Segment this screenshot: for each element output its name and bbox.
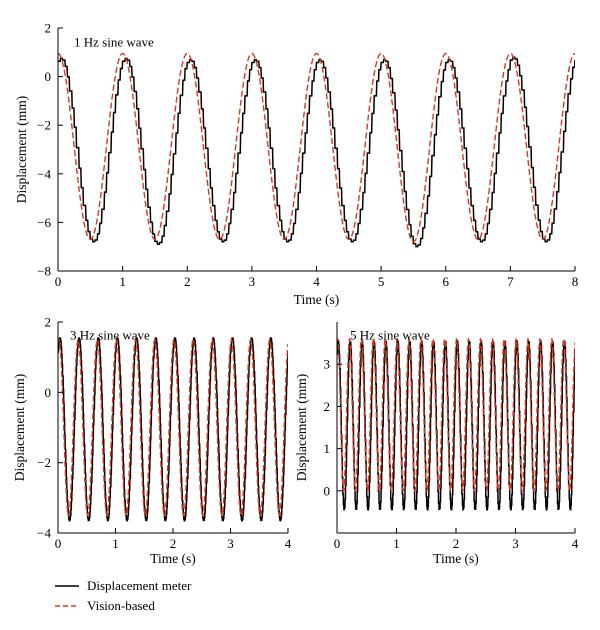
y-axis-label: Displacement (mm) [12,374,27,482]
y-tick-label: 2 [45,315,52,330]
series-line-displacement-meter [337,340,575,511]
chart-panel-1: 0 1 2 3 4 5 6 7 8 2 0 −2 −4 −6 −8 1 Hz sine wave Time (s… [14,21,578,308]
panel-title: 5 Hz sine wave [350,328,430,343]
legend-label: Vision-based [87,598,155,613]
y-tick-label: 0 [45,385,52,400]
y-axis-label: Displacement (mm) [294,374,309,482]
y-tick-label: 0 [45,69,52,84]
y-tick-label: 3 [324,357,331,372]
y-tick-label: 1 [324,441,331,456]
y-tick-label: −2 [37,118,51,133]
x-tick-label: 3 [512,536,519,551]
y-tick-label: 0 [324,483,331,498]
x-tick-label: 4 [313,274,320,289]
legend-swatch-solid [55,585,79,587]
x-tick-label: 7 [507,274,514,289]
x-tick-label: 6 [443,274,450,289]
series-line-vision-based [58,338,288,517]
panel-title: 3 Hz sine wave [70,328,150,343]
x-axis-label: Time (s) [294,292,340,307]
y-tick-label: −8 [37,264,51,279]
series-line-vision-based [337,337,575,492]
x-tick-label: 1 [112,536,119,551]
panel-title: 1 Hz sine wave [74,35,154,50]
y-axis-label: Displacement (mm) [14,96,29,204]
legend-swatch-dashed [55,605,79,607]
x-axis-label: Time (s) [433,551,479,566]
x-tick-label: 4 [285,536,292,551]
y-tick-label: −4 [37,166,51,181]
y-tick-label: −6 [37,215,51,230]
y-tick-label: −4 [37,526,51,541]
x-tick-label: 8 [572,274,579,289]
x-tick-label: 0 [334,536,341,551]
x-tick-label: 3 [249,274,256,289]
y-tick-label: 2 [324,399,331,414]
x-tick-label: 0 [55,536,62,551]
x-tick-label: 1 [393,536,400,551]
chart-panel-3: 0 1 2 3 4 3 2 1 0 5 Hz sine wave Time (s) Displacem… [294,322,579,566]
legend-item-vision-based: Vision-based [55,596,191,616]
series-line-displacement-meter [58,56,575,248]
x-tick-label: 4 [572,536,579,551]
x-axis-label: Time (s) [150,551,196,566]
series-line-vision-based [58,52,575,243]
x-tick-label: 0 [55,274,62,289]
x-tick-label: 2 [184,274,191,289]
x-tick-label: 3 [227,536,234,551]
x-tick-label: 5 [378,274,385,289]
x-tick-label: 1 [119,274,126,289]
y-tick-label: −2 [37,455,51,470]
legend-label: Displacement meter [87,578,192,593]
x-tick-label: 2 [453,536,460,551]
x-tick-label: 2 [170,536,177,551]
chart-panel-2: 0 1 2 3 4 2 0 −2 −4 3 Hz sine wave Time (s) Displac… [12,315,292,567]
y-tick-label: 2 [45,21,52,36]
legend-item-displacement-meter: Displacement meter [55,576,191,596]
legend: Displacement meter Vision-based [55,576,191,616]
